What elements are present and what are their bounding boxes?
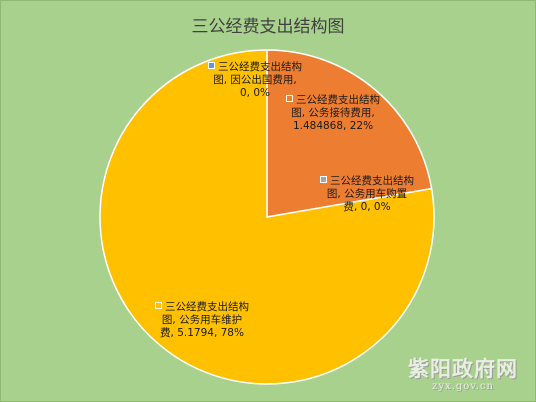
data-label-3: 三公经费支出结构 图, 公务用车维护 费, 5.1794, 78% bbox=[134, 301, 270, 340]
chart-title: 三公经费支出结构图 bbox=[191, 17, 345, 37]
data-label-line: 0, 0% bbox=[239, 87, 270, 99]
data-label-0: 三公经费支出结构 图, 因公出国费用, 0, 0% bbox=[199, 61, 311, 100]
legend-key-icon bbox=[320, 176, 327, 183]
data-label-line: 1.484868, 22% bbox=[292, 120, 374, 132]
data-label-line: 三公经费支出结构 bbox=[218, 61, 302, 73]
data-label-line: 图, 因公出国费用, bbox=[213, 74, 297, 86]
data-label-line: 三公经费支出结构 bbox=[165, 301, 249, 313]
data-label-1: 三公经费支出结构 图, 公务接待费用, 1.484868, 22% bbox=[272, 94, 394, 133]
data-label-line: 图, 公务用车购置 bbox=[326, 188, 408, 200]
watermark-logo: 紫阳政府网 zyx.gov.cn bbox=[408, 353, 518, 392]
data-label-line: 图, 公务接待费用, bbox=[291, 107, 375, 119]
data-label-2: 三公经费支出结构 图, 公务用车购置 费, 0, 0% bbox=[308, 175, 426, 214]
data-label-line: 三公经费支出结构 bbox=[296, 94, 380, 106]
watermark-title: 紫阳政府网 bbox=[408, 356, 518, 381]
pie-slice-1 bbox=[266, 49, 433, 218]
data-label-line: 三公经费支出结构 bbox=[330, 175, 414, 187]
pie-slice-3 bbox=[99, 49, 435, 385]
data-label-line: 图, 公务用车维护 bbox=[161, 314, 243, 326]
watermark-url: zyx.gov.cn bbox=[432, 381, 494, 392]
legend-key-icon bbox=[208, 62, 215, 69]
legend-key-icon bbox=[286, 95, 293, 102]
legend-key-icon bbox=[155, 302, 162, 309]
data-label-line: 费, 0, 0% bbox=[343, 201, 391, 213]
data-label-line: 费, 5.1794, 78% bbox=[160, 327, 244, 339]
